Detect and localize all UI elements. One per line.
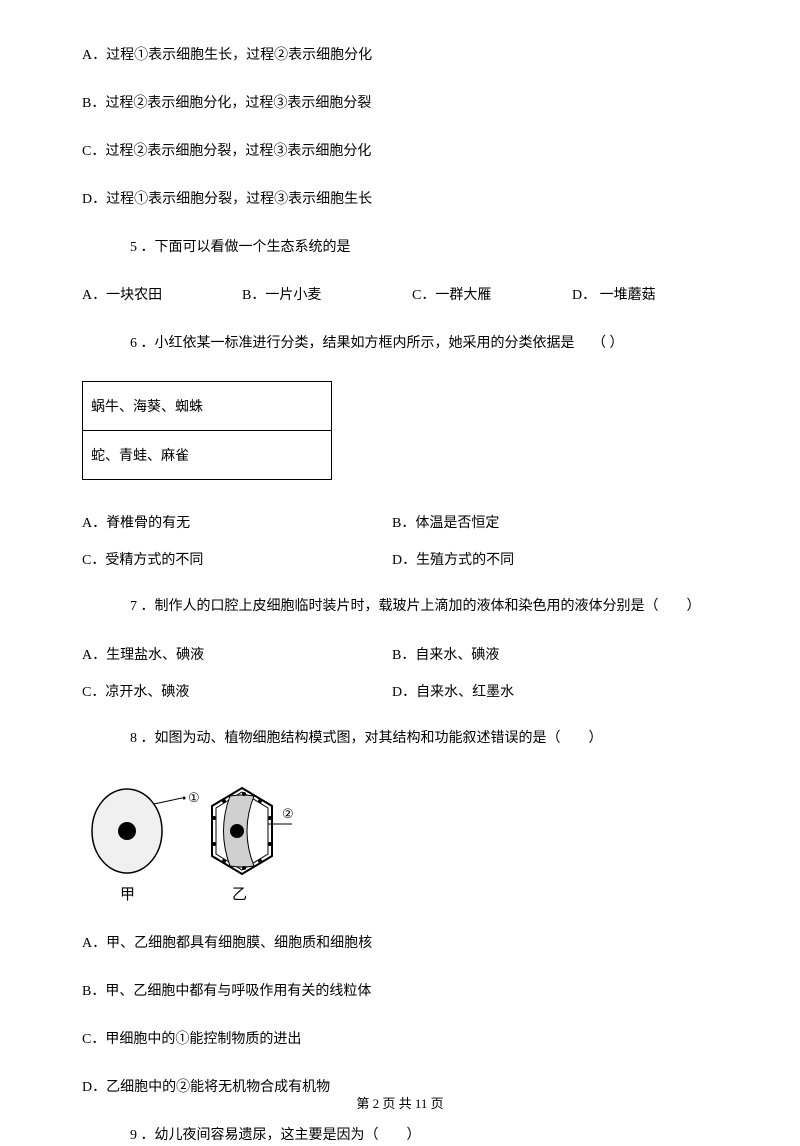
q7-option-a: A．生理盐水、碘液 xyxy=(82,644,392,664)
q5-option-a: A．一块农田 xyxy=(82,285,242,306)
q7-option-c: C．凉开水、碘液 xyxy=(82,681,392,701)
question-5-options: A．一块农田 B．一片小麦 C．一群大雁 D． 一堆蘑菇 xyxy=(82,285,718,306)
q6-option-a: A．脊椎骨的有无 xyxy=(82,512,392,532)
prefix-option-b: B．过程②表示细胞分化，过程③表示细胞分裂 xyxy=(82,93,718,114)
q7-option-d: D．自来水、红墨水 xyxy=(392,681,514,701)
diagram-marker-2: ② xyxy=(282,806,294,821)
diagram-marker-1: ① xyxy=(188,790,200,805)
diagram-label-yi: 乙 xyxy=(232,887,247,903)
prefix-option-a: A．过程①表示细胞生长，过程②表示细胞分化 xyxy=(82,45,718,66)
q6-options-row2: C．受精方式的不同 D．生殖方式的不同 xyxy=(82,549,718,569)
classification-table: 蜗牛、海葵、蜘蛛 蛇、青蛙、麻雀 xyxy=(82,381,332,480)
question-5-text: 5 ．下面可以看做一个生态系统的是 xyxy=(82,237,718,258)
table-row-2: 蛇、青蛙、麻雀 xyxy=(83,431,331,479)
q6-options-row1: A．脊椎骨的有无 B．体温是否恒定 xyxy=(82,512,718,532)
prefix-option-c: C．过程②表示细胞分裂，过程③表示细胞分化 xyxy=(82,141,718,162)
q7-option-b: B．自来水、碘液 xyxy=(392,644,499,664)
q7-options-row2: C．凉开水、碘液 D．自来水、红墨水 xyxy=(82,681,718,701)
diagram-label-jia: 甲 xyxy=(120,887,135,903)
cell-diagram: ① 甲 ② 乙 xyxy=(82,776,718,911)
q8-option-a: A．甲、乙细胞都具有细胞膜、细胞质和细胞核 xyxy=(82,933,718,954)
q6-option-c: C．受精方式的不同 xyxy=(82,549,392,569)
prefix-option-d: D．过程①表示细胞分裂，过程③表示细胞生长 xyxy=(82,189,718,210)
q5-option-d: D． 一堆蘑菇 xyxy=(572,285,656,306)
table-row-1: 蜗牛、海葵、蜘蛛 xyxy=(83,382,331,431)
q8-option-b: B．甲、乙细胞中都有与呼吸作用有关的线粒体 xyxy=(82,981,718,1002)
q6-option-d: D．生殖方式的不同 xyxy=(392,549,514,569)
page-footer: 第 2 页 共 11 页 xyxy=(0,1093,800,1112)
question-9-text: 9 ．幼儿夜间容易遗尿，这主要是因为（ ） xyxy=(82,1125,718,1146)
q6-option-b: B．体温是否恒定 xyxy=(392,512,499,532)
q8-option-c: C．甲细胞中的①能控制物质的进出 xyxy=(82,1029,718,1050)
question-8-text: 8 ．如图为动、植物细胞结构模式图，对其结构和功能叙述错误的是（ ） xyxy=(82,728,718,749)
q5-option-b: B．一片小麦 xyxy=(242,285,412,306)
q5-option-c: C．一群大雁 xyxy=(412,285,572,306)
question-6-text: 6 ．小红依某一标准进行分类，结果如方框内所示，她采用的分类依据是 （ ） xyxy=(82,333,718,354)
q7-options-row1: A．生理盐水、碘液 B．自来水、碘液 xyxy=(82,644,718,664)
question-7-text: 7 ．制作人的口腔上皮细胞临时装片时，载玻片上滴加的液体和染色用的液体分别是（ … xyxy=(82,596,718,617)
